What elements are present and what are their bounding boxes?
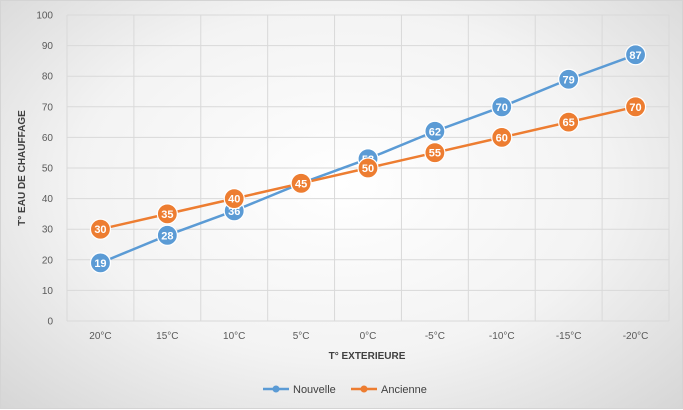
data-label: 45: [295, 178, 307, 190]
legend-label: Ancienne: [381, 384, 427, 396]
data-label: 35: [161, 209, 173, 221]
data-label: 40: [228, 194, 240, 206]
y-tick-labels: 0 10 20 30 40 50 60 70 80 90 100: [36, 11, 53, 328]
data-label: 65: [563, 117, 575, 129]
y-tick-label: 0: [47, 317, 53, 328]
data-label: 19: [94, 258, 106, 270]
data-label: 79: [563, 74, 575, 86]
data-label: 87: [629, 50, 641, 62]
series-markers-ancienne: 30 35 40 45 50 55 60 65 70: [89, 96, 647, 240]
x-tick-label: 15°C: [156, 331, 178, 342]
data-label: 70: [629, 102, 641, 114]
data-label: 36: [228, 206, 240, 218]
data-point: [491, 96, 513, 118]
y-tick-label: 100: [36, 11, 53, 22]
x-tick-label: 0°C: [360, 331, 377, 342]
x-tick-label: -20°C: [623, 331, 649, 342]
x-tick-label: -5°C: [425, 331, 445, 342]
y-tick-label: 70: [42, 102, 54, 113]
data-point: [624, 96, 647, 118]
legend-marker: [272, 385, 280, 393]
y-axis-title: T° EAU DE CHAUFFAGE: [17, 110, 28, 226]
data-point: [558, 68, 580, 90]
legend-label: Nouvelle: [293, 384, 336, 396]
legend-marker: [360, 385, 368, 393]
data-point: [223, 188, 245, 210]
x-tick-label: -15°C: [556, 331, 582, 342]
data-point: [491, 126, 513, 148]
data-point: [357, 157, 379, 179]
data-label: 55: [429, 148, 441, 160]
y-tick-label: 20: [42, 255, 54, 266]
y-tick-label: 10: [42, 286, 54, 297]
data-label: 70: [496, 102, 508, 114]
x-axis-title: T° EXTERIEURE: [329, 351, 406, 362]
y-tick-label: 90: [42, 41, 54, 52]
data-point: [290, 172, 312, 194]
y-tick-label: 80: [42, 72, 54, 83]
x-tick-label: 20°C: [89, 331, 111, 342]
y-tick-label: 50: [42, 164, 54, 175]
y-tick-label: 40: [42, 194, 54, 205]
data-label: 28: [161, 230, 173, 242]
y-tick-label: 30: [42, 225, 54, 236]
data-point: [156, 224, 178, 246]
data-point: [89, 218, 112, 240]
data-point: [424, 142, 446, 164]
data-point: [624, 44, 647, 66]
data-label: 60: [496, 132, 508, 144]
data-label: 30: [94, 224, 106, 236]
x-tick-label: -10°C: [489, 331, 515, 342]
x-tick-label: 5°C: [293, 331, 310, 342]
data-markers: 192836455362707987303540455055606570: [89, 44, 647, 274]
data-point: [89, 252, 112, 274]
data-label: 62: [429, 126, 441, 138]
y-tick-label: 60: [42, 133, 54, 144]
x-tick-label: 10°C: [223, 331, 245, 342]
x-tick-labels: 20°C 15°C 10°C 5°C 0°C -5°C -10°C -15°C -20°C: [89, 331, 648, 342]
legend: Nouvelle Ancienne: [263, 384, 427, 396]
data-point: [424, 120, 446, 142]
data-point: [156, 203, 178, 225]
data-point: [558, 111, 580, 133]
data-label: 50: [362, 163, 374, 175]
